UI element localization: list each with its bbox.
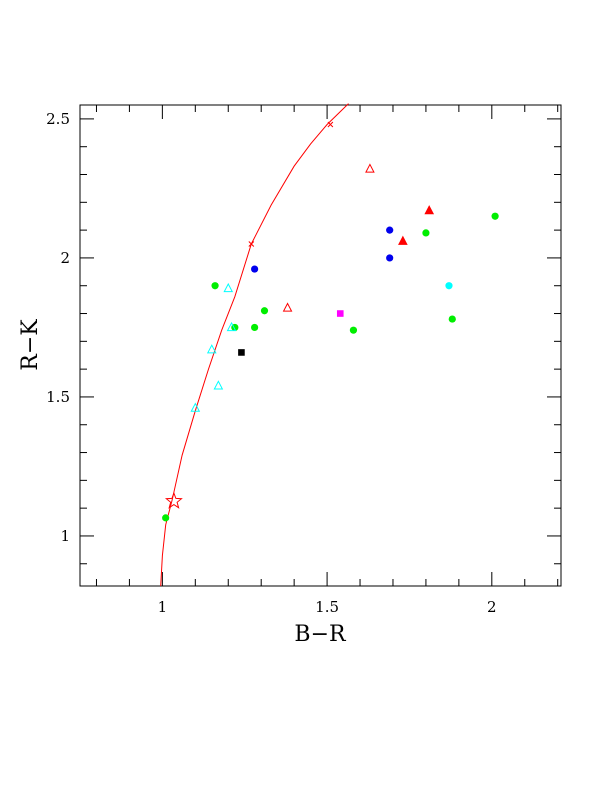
y-tick-label: 2.5 [46,110,70,128]
axis-ticks [80,105,561,586]
x-axis-label: B−R [294,622,347,647]
data-point-circle [448,315,456,323]
data-point-triangle-open [365,163,375,173]
plot-frame [79,104,562,587]
x-tick-label: 1 [158,598,168,616]
data-point-triangle-filled [424,205,435,215]
data-point-circle [386,254,394,262]
data-points-layer [162,163,499,522]
x-tick-label: 2 [487,598,497,616]
curve-tick-mark [327,121,334,128]
model-curve-layer [160,103,349,587]
star-marker [164,491,183,509]
y-tick-label: 1.5 [46,388,70,406]
data-point-circle [422,229,430,237]
data-point-circle [251,323,259,332]
data-point-circle [386,226,394,234]
data-point-square [336,310,344,317]
data-point-square [238,349,245,356]
data-point-circle [445,282,453,290]
data-point-circle [491,212,499,220]
data-point-circle [349,326,358,334]
data-point-circle [162,514,170,522]
model-curve [160,103,349,587]
data-point-triangle-open [206,344,217,354]
y-tick-label: 1 [60,527,70,545]
curve-tick-mark [248,241,255,247]
tick-labels: 1 1.5 2 1 1.5 2 2.5 [46,110,496,616]
data-point-triangle-open [223,282,234,293]
data-point-triangle-open [213,380,224,390]
x-tick-label: 1.5 [315,598,339,616]
data-point-circle [260,307,269,315]
data-point-triangle-open [226,321,237,332]
data-point-triangle-filled [398,235,408,245]
data-point-triangle-open [282,302,293,312]
y-axis-label: R−K [18,319,43,371]
data-point-circle [251,265,259,273]
y-tick-label: 2 [60,249,70,267]
data-point-triangle-open [190,402,201,412]
data-point-circle [211,282,219,290]
